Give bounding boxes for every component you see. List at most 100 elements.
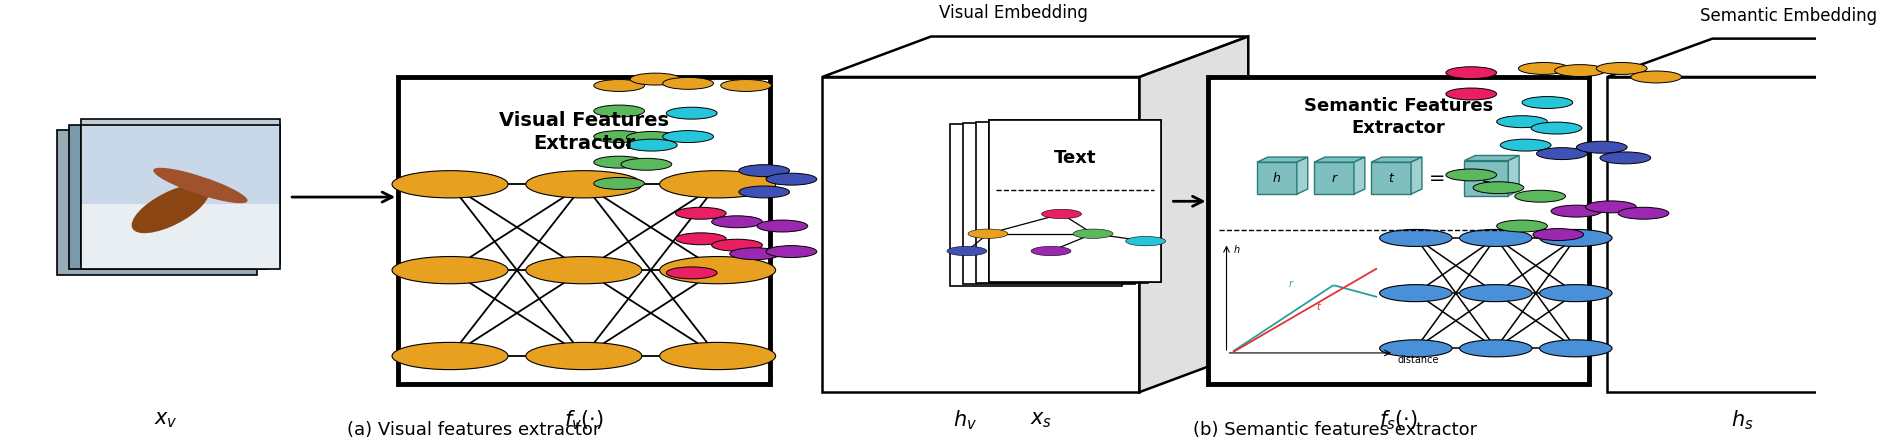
Polygon shape	[1608, 77, 1885, 392]
Circle shape	[626, 132, 677, 144]
Polygon shape	[990, 120, 1161, 282]
Polygon shape	[822, 77, 1140, 392]
Circle shape	[526, 343, 641, 370]
Polygon shape	[1140, 37, 1248, 392]
Polygon shape	[950, 124, 1122, 285]
Circle shape	[1073, 229, 1112, 239]
Text: h: h	[1235, 245, 1240, 255]
Text: (b) Semantic features extractor: (b) Semantic features extractor	[1193, 421, 1478, 439]
Circle shape	[620, 158, 671, 170]
Circle shape	[1540, 285, 1612, 301]
Circle shape	[392, 343, 509, 370]
Text: E: E	[1482, 172, 1491, 185]
Circle shape	[1519, 62, 1568, 74]
Circle shape	[1446, 169, 1497, 181]
Polygon shape	[1465, 156, 1519, 161]
Circle shape	[765, 246, 816, 257]
Circle shape	[626, 139, 677, 151]
Circle shape	[660, 256, 775, 284]
Circle shape	[1597, 62, 1647, 74]
Circle shape	[1576, 141, 1627, 153]
Polygon shape	[1314, 157, 1365, 162]
Polygon shape	[1208, 77, 1589, 384]
Polygon shape	[963, 123, 1135, 285]
Circle shape	[1459, 285, 1533, 301]
Text: =: =	[1429, 169, 1446, 188]
Circle shape	[1459, 229, 1533, 247]
Circle shape	[1446, 88, 1497, 100]
Polygon shape	[1257, 157, 1308, 162]
Polygon shape	[70, 125, 268, 269]
Polygon shape	[976, 121, 1148, 283]
Text: r: r	[1331, 172, 1336, 185]
Circle shape	[1497, 220, 1548, 232]
Circle shape	[594, 178, 645, 190]
Text: Visual Features
Extractor: Visual Features Extractor	[500, 111, 669, 153]
Polygon shape	[1297, 157, 1308, 194]
Polygon shape	[1412, 157, 1421, 194]
Text: t: t	[1389, 172, 1393, 185]
Circle shape	[392, 171, 509, 198]
Text: Semantic Features
Extractor: Semantic Features Extractor	[1304, 97, 1493, 137]
Circle shape	[713, 216, 762, 228]
Circle shape	[946, 246, 988, 256]
Circle shape	[1551, 205, 1602, 217]
Circle shape	[594, 131, 645, 143]
Circle shape	[660, 171, 775, 198]
Circle shape	[720, 79, 771, 91]
Circle shape	[739, 186, 790, 198]
Circle shape	[665, 107, 716, 119]
Polygon shape	[1465, 161, 1508, 196]
Circle shape	[739, 165, 790, 177]
Text: t: t	[1318, 301, 1321, 312]
Polygon shape	[81, 204, 281, 269]
Circle shape	[713, 239, 762, 251]
Text: Semantic Embedding: Semantic Embedding	[1700, 7, 1877, 25]
Text: Text: Text	[1054, 149, 1097, 167]
Polygon shape	[1353, 157, 1365, 194]
Circle shape	[1631, 71, 1681, 83]
Circle shape	[630, 73, 680, 85]
Polygon shape	[398, 77, 769, 384]
Polygon shape	[1314, 162, 1353, 194]
Circle shape	[1617, 207, 1668, 219]
Text: $h_v$: $h_v$	[954, 408, 976, 432]
Circle shape	[1497, 116, 1548, 128]
Circle shape	[1516, 190, 1566, 202]
Circle shape	[675, 233, 726, 245]
Ellipse shape	[153, 168, 247, 203]
Polygon shape	[1608, 39, 1885, 77]
Polygon shape	[1370, 162, 1412, 194]
Text: $f_v(\cdot)$: $f_v(\cdot)$	[564, 408, 603, 432]
Polygon shape	[1257, 162, 1297, 194]
Circle shape	[1585, 201, 1636, 213]
Ellipse shape	[132, 184, 209, 233]
Circle shape	[969, 229, 1008, 239]
Circle shape	[1533, 229, 1583, 240]
Text: Visual Embedding: Visual Embedding	[939, 4, 1088, 21]
Text: $x_s$: $x_s$	[1031, 410, 1052, 429]
Circle shape	[594, 156, 645, 168]
Circle shape	[664, 131, 713, 143]
Circle shape	[1500, 139, 1551, 151]
Circle shape	[594, 105, 645, 117]
Circle shape	[1531, 122, 1582, 134]
Circle shape	[1380, 340, 1451, 357]
Text: distance: distance	[1397, 355, 1438, 365]
Text: r: r	[1287, 280, 1293, 289]
Circle shape	[1459, 340, 1533, 357]
Polygon shape	[822, 37, 1248, 77]
Circle shape	[1540, 229, 1612, 247]
Text: $h_s$: $h_s$	[1730, 408, 1753, 432]
Circle shape	[526, 256, 641, 284]
Polygon shape	[1370, 157, 1421, 162]
Polygon shape	[81, 125, 281, 204]
Polygon shape	[57, 130, 256, 275]
Circle shape	[1380, 285, 1451, 301]
Circle shape	[1521, 96, 1572, 108]
Circle shape	[729, 248, 780, 260]
Circle shape	[660, 343, 775, 370]
Circle shape	[758, 220, 809, 232]
Circle shape	[1446, 67, 1497, 78]
Circle shape	[665, 267, 716, 279]
